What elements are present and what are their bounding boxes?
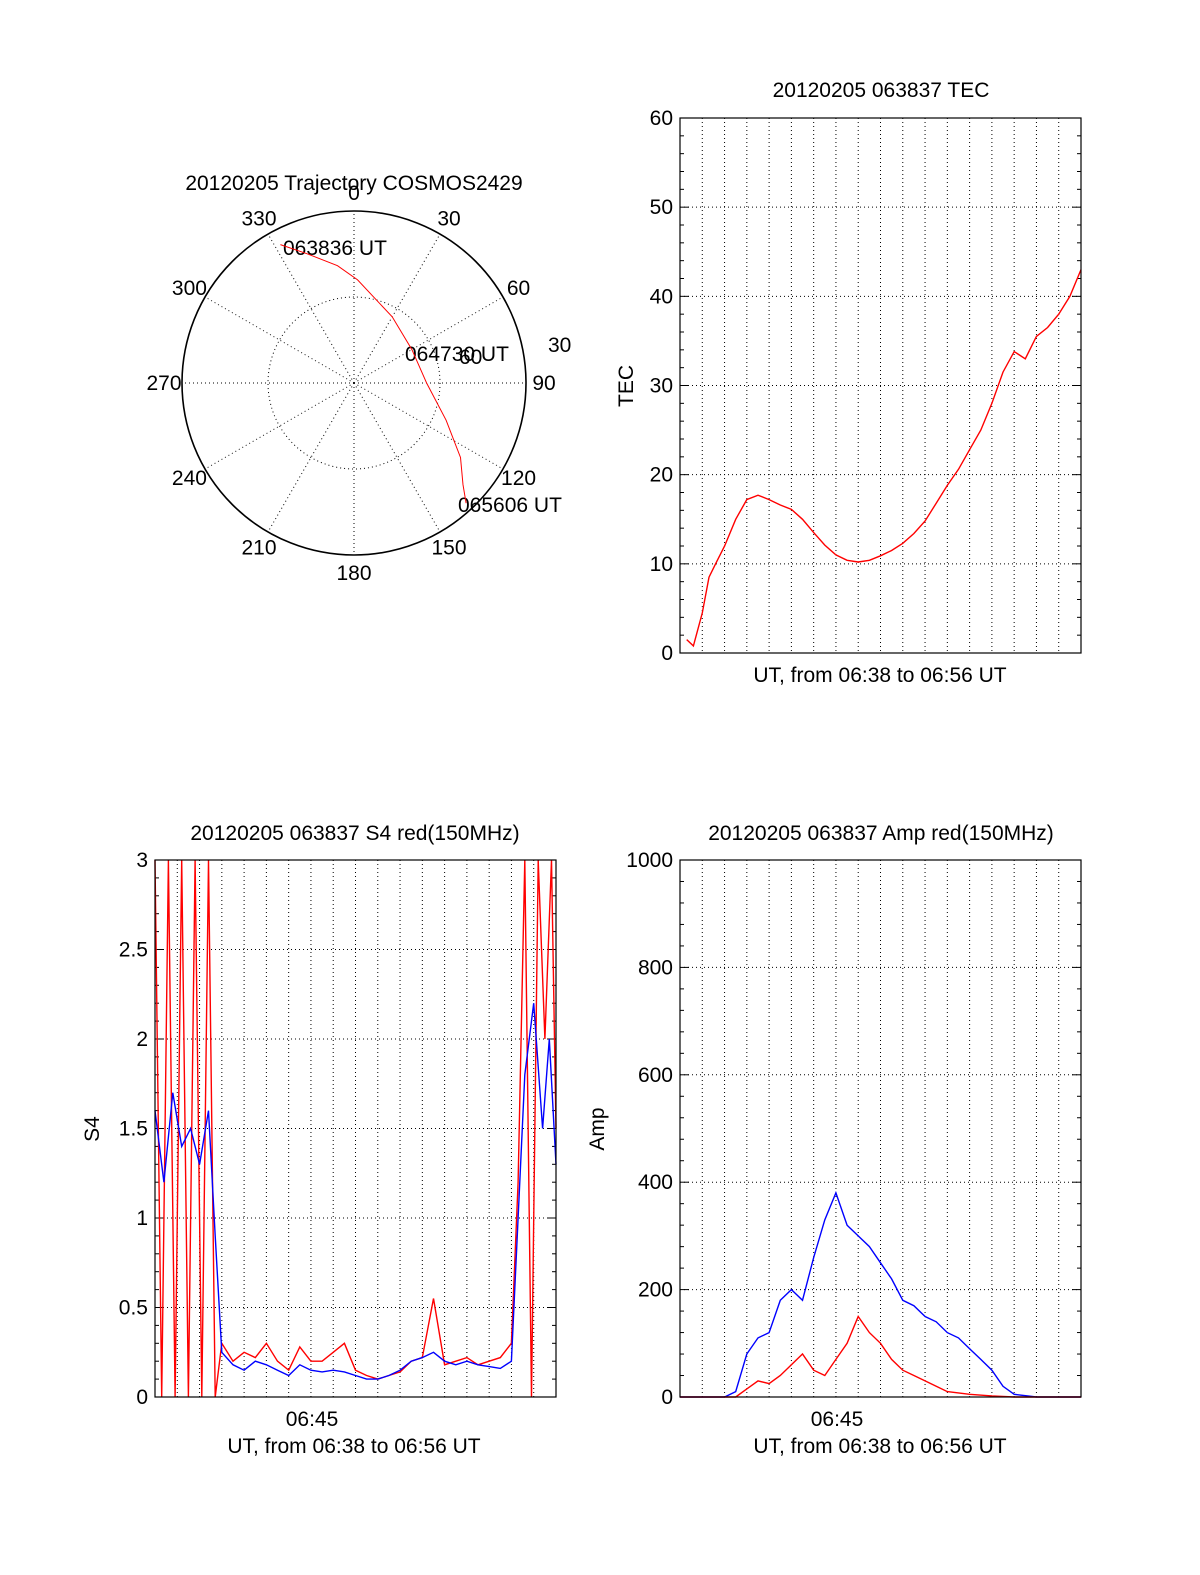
series-line-red xyxy=(686,269,1082,648)
y-tick-label: 3 xyxy=(136,849,148,872)
polar-annotation-mid-time: 064730 UT xyxy=(405,343,509,366)
tec-y-tick-labels: 0 10 20 30 40 50 60 xyxy=(650,107,673,665)
polar-angle-label-120: 120 xyxy=(501,467,536,490)
y-tick-label: 1.5 xyxy=(119,1118,148,1141)
tec-series xyxy=(686,269,1082,648)
polar-angle-label-240: 240 xyxy=(172,467,207,490)
s4-y-axis-label: S4 xyxy=(81,1116,104,1142)
trajectory-title: 20120205 Trajectory COSMOS2429 xyxy=(185,172,522,195)
amp-title: 20120205 063837 Amp red(150MHz) xyxy=(708,822,1054,845)
s4-x-tick-0645: 06:45 xyxy=(286,1408,339,1431)
y-tick-label: 50 xyxy=(650,196,673,219)
amp-chart: 20120205 063837 Amp red(150MHz) 0 200 400 6… xyxy=(586,822,1082,1458)
y-tick-label: 800 xyxy=(638,956,673,979)
polar-outer-circle xyxy=(181,210,527,556)
polar-spoke-30 xyxy=(353,233,441,384)
polar-angle-label-60: 60 xyxy=(507,277,530,300)
polar-angle-label-330: 330 xyxy=(241,207,276,230)
y-tick-label: 0 xyxy=(661,642,673,665)
amp-x-axis-label: UT, from 06:38 to 06:56 UT xyxy=(753,1435,1006,1458)
y-tick-label: 600 xyxy=(638,1064,673,1087)
amp-grid xyxy=(680,859,1081,1398)
polar-annotation-end-time: 065606 UT xyxy=(458,494,562,517)
polar-angle-label-150: 150 xyxy=(431,537,466,560)
amp-series xyxy=(680,1190,1081,1398)
series-line-blue xyxy=(154,1003,557,1380)
s4-x-axis-label: UT, from 06:38 to 06:56 UT xyxy=(227,1435,480,1458)
polar-grid xyxy=(181,210,527,556)
polar-spoke-60 xyxy=(353,296,504,384)
tec-grid xyxy=(680,117,1081,654)
tec-x-axis-label: UT, from 06:38 to 06:56 UT xyxy=(753,664,1006,687)
tec-title: 20120205 063837 TEC xyxy=(773,79,990,102)
y-tick-label: 400 xyxy=(638,1171,673,1194)
s4-grid xyxy=(155,859,556,1398)
polar-spoke-210 xyxy=(267,382,355,533)
y-tick-label: 40 xyxy=(650,285,673,308)
polar-spoke-120 xyxy=(353,382,504,470)
tec-chart: 20120205 063837 TEC 0 10 20 30 40 50 60 UT, fr… xyxy=(615,79,1082,687)
polar-angle-label-0: 0 xyxy=(348,182,360,205)
amp-y-tick-labels: 0 200 400 600 800 1000 xyxy=(626,849,673,1409)
polar-spoke-300 xyxy=(204,296,355,384)
s4-series xyxy=(154,859,557,1398)
trajectory-track xyxy=(280,244,467,504)
s4-plot-frame xyxy=(154,859,557,1398)
polar-angle-label-180: 180 xyxy=(336,562,371,585)
polar-angle-label-90: 90 xyxy=(532,372,555,395)
amp-x-tick-0645: 06:45 xyxy=(811,1408,864,1431)
y-tick-label: 1000 xyxy=(626,849,673,872)
y-tick-label: 0 xyxy=(136,1386,148,1409)
y-tick-label: 60 xyxy=(650,107,673,130)
tec-y-axis-label: TEC xyxy=(615,365,638,407)
y-tick-label: 0 xyxy=(661,1386,673,1409)
s4-y-tick-labels: 0 0.5 1 1.5 2 2.5 3 xyxy=(119,849,148,1409)
trajectory-polar-chart: 20120205 Trajectory COSMOS2429 0 30 60 90 12… xyxy=(146,172,571,585)
polar-radius-label-60: 60 xyxy=(459,346,482,369)
polar-angle-label-300: 300 xyxy=(172,277,207,300)
s4-title: 20120205 063837 S4 red(150MHz) xyxy=(190,822,519,845)
y-tick-label: 30 xyxy=(650,375,673,398)
s4-chart: 20120205 063837 S4 red(150MHz) 0 0.5 1 1.5 2… xyxy=(81,822,557,1458)
amp-plot-frame xyxy=(679,859,1082,1398)
polar-angle-labels: 0 30 60 90 120 150 180 210 240 270 300 330 xyxy=(146,182,555,585)
y-tick-label: 0.5 xyxy=(119,1297,148,1320)
series-line-red xyxy=(680,1315,1081,1398)
y-tick-label: 2 xyxy=(136,1028,148,1051)
y-tick-label: 20 xyxy=(650,464,673,487)
polar-angle-label-270: 270 xyxy=(146,372,181,395)
polar-spoke-150 xyxy=(353,382,441,533)
tec-plot-frame xyxy=(679,117,1082,654)
polar-radius-label-30: 30 xyxy=(548,334,571,357)
polar-angle-label-210: 210 xyxy=(241,537,276,560)
y-tick-label: 1 xyxy=(136,1207,148,1230)
y-tick-label: 200 xyxy=(638,1279,673,1302)
y-tick-label: 10 xyxy=(650,553,673,576)
polar-angle-label-30: 30 xyxy=(437,207,460,230)
series-line-red xyxy=(154,859,557,1398)
polar-spoke-330 xyxy=(267,233,355,384)
y-tick-label: 2.5 xyxy=(119,939,148,962)
polar-spoke-240 xyxy=(204,382,355,470)
amp-y-axis-label: Amp xyxy=(586,1107,609,1150)
series-line-blue xyxy=(680,1190,1081,1398)
polar-mid-circle xyxy=(267,296,441,470)
polar-annotation-start-time: 063836 UT xyxy=(283,237,387,260)
